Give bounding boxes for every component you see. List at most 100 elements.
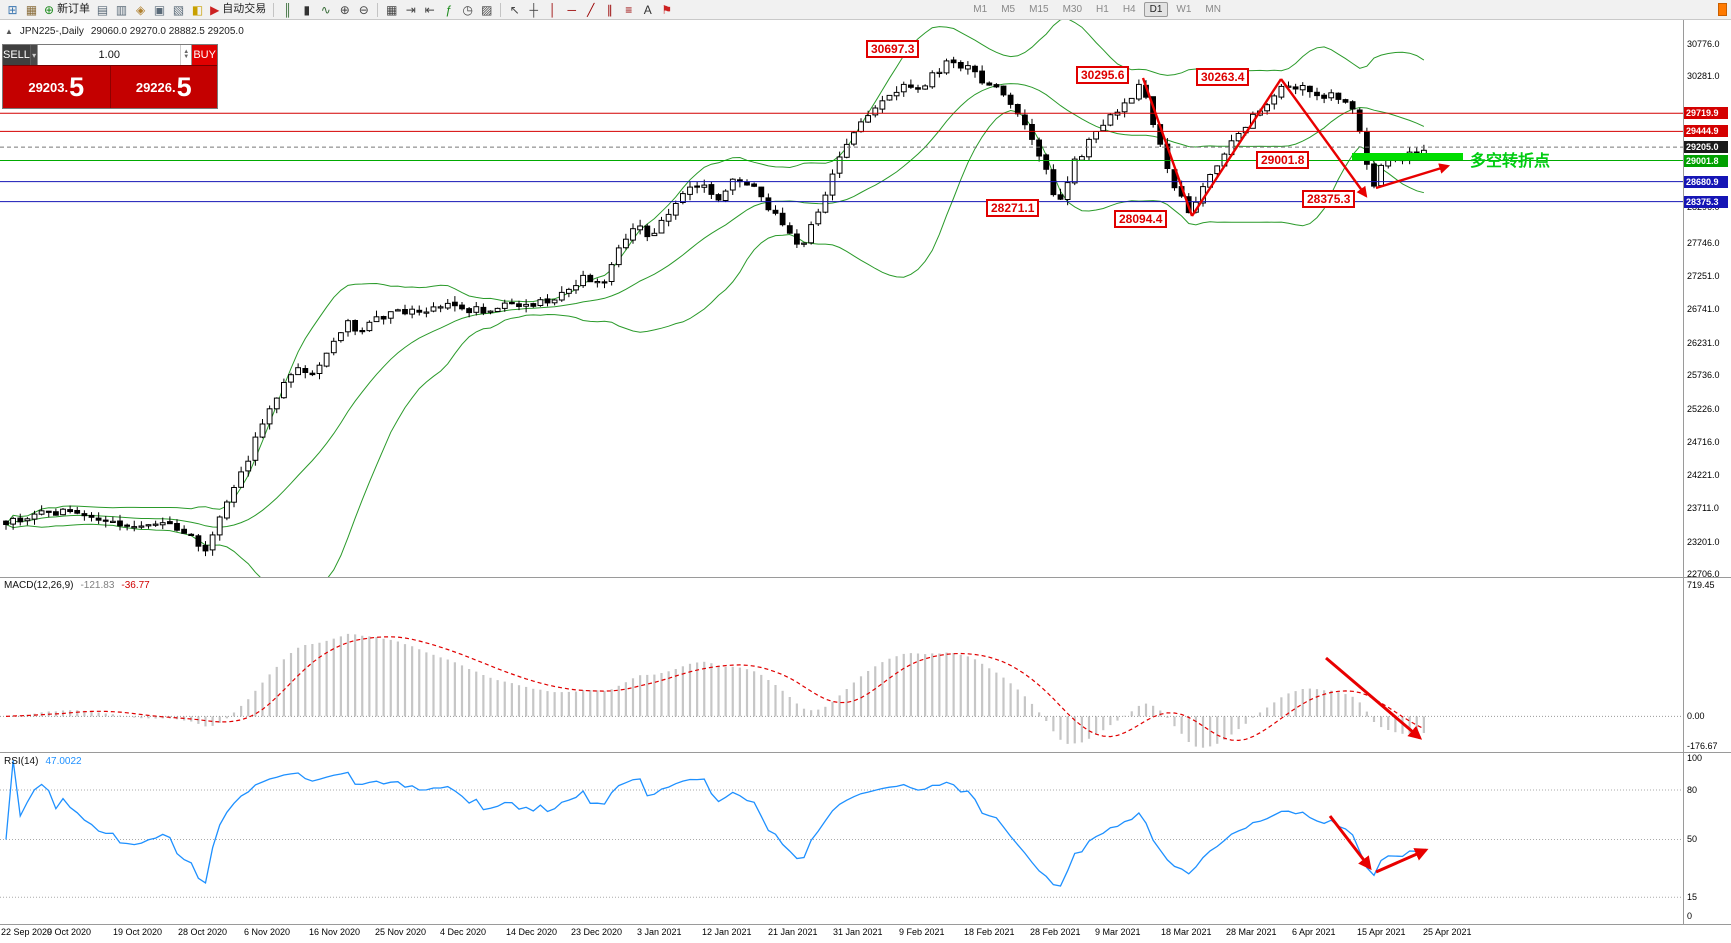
vertical-line-icon-glyph: │	[549, 2, 557, 17]
date-label: 21 Jan 2021	[768, 927, 818, 937]
macd-canvas[interactable]	[0, 578, 1683, 752]
price-annotation[interactable]: 28271.1	[986, 199, 1040, 217]
zoom-out-icon[interactable]: ⊖	[354, 1, 373, 18]
text-icon[interactable]: A	[638, 1, 657, 18]
sell-dropdown-icon[interactable]: ▾	[29, 45, 38, 65]
axis-price-chip: 28680.9	[1684, 175, 1728, 188]
macd-arrow-annotation[interactable]	[1325, 656, 1423, 740]
horizontal-line-objects[interactable]	[0, 112, 1683, 203]
macd-axis-label: 719.45	[1687, 580, 1715, 590]
price-annotation[interactable]: 30263.4	[1196, 68, 1250, 86]
volume-spinner[interactable]: ▲ ▼	[180, 45, 191, 65]
navigator-icon[interactable]: ◈	[131, 1, 150, 18]
market-watch-icon[interactable]: ▤	[93, 1, 112, 18]
vertical-line-icon[interactable]: │	[543, 1, 562, 18]
new-order-button-label: 新订单	[57, 3, 91, 15]
ohlc-values: 29060.0 29270.0 28882.5 29205.0	[90, 26, 244, 37]
spin-down-icon[interactable]: ▼	[183, 54, 190, 60]
arrows-icon[interactable]: ⚑	[657, 1, 676, 18]
buy-price-button[interactable]: 29226. 5	[109, 66, 218, 108]
cursor-icon[interactable]: ↖	[505, 1, 524, 18]
periods-icon[interactable]: ◷	[458, 1, 477, 18]
price-annotation[interactable]: 28094.4	[1114, 210, 1168, 228]
periods-icon-glyph: ◷	[462, 2, 474, 17]
rsi-panel-separator[interactable]	[0, 752, 1731, 753]
sell-button[interactable]: SELL	[3, 45, 30, 65]
timeframe-button-d1[interactable]: D1	[1143, 2, 1169, 17]
macd-panel-separator[interactable]	[0, 577, 1731, 578]
timeframe-button-mn[interactable]: MN	[1205, 4, 1221, 15]
axis-price-label: 26231.0	[1687, 337, 1720, 348]
metaeditor-icon[interactable]: ◧	[188, 1, 207, 18]
auto-trading-button[interactable]: ▶ 自动交易	[207, 1, 269, 18]
timeframe-button-m30[interactable]: M30	[1062, 4, 1083, 15]
indicators-icon[interactable]: ƒ	[439, 1, 458, 18]
horizontal-line-icon[interactable]: ─	[562, 1, 581, 18]
terminal-icon[interactable]: ▣	[150, 1, 169, 18]
top-right-badge[interactable]	[1718, 3, 1727, 16]
line-chart-icon[interactable]: ∿	[316, 1, 335, 18]
one-click-collapse-icon[interactable]: ▲	[5, 27, 13, 36]
symbol-title: JPN225-,Daily	[19, 26, 84, 37]
price-axis-separator	[1683, 20, 1684, 924]
timeframe-button-m1[interactable]: M1	[973, 4, 988, 15]
tile-windows-icon[interactable]: ▦	[382, 1, 401, 18]
candlestick-chart-icon[interactable]: ▮	[297, 1, 316, 18]
timeframe-button-h1[interactable]: H1	[1096, 4, 1109, 15]
buy-button[interactable]: BUY	[192, 45, 217, 65]
rsi-canvas[interactable]	[0, 753, 1683, 924]
profiles-icon[interactable]: ▦	[22, 1, 41, 18]
fibonacci-icon[interactable]: ≡	[619, 1, 638, 18]
trendline-icon[interactable]: ╱	[581, 1, 600, 18]
main-toolbar: ⊞ ▦ ⊕ 新订单 ▤ ▥ ◈ ▣ ▧ ◧ ▶ 自动交易 ║ ▮ ∿ ⊕ ⊖ ▦ ⇥ ⇤ ƒ ◷ ▨ ↖ ┼ │ ─ ╱ ∥ ≡ A ⚑ M1 M…	[0, 0, 1731, 20]
rsi-arrow-annotation[interactable]	[1375, 848, 1429, 874]
macd-name: MACD(12,26,9)	[4, 580, 74, 591]
timeframe-button-m15[interactable]: M15	[1029, 4, 1049, 15]
buy-price: 29226.	[135, 79, 176, 95]
date-label: 9 Oct 2020	[47, 927, 92, 937]
trendline-objects[interactable]	[1141, 77, 1451, 217]
timeframe-button-w1[interactable]: W1	[1176, 4, 1192, 15]
axis-price-label: 30776.0	[1687, 38, 1720, 49]
price-annotation[interactable]: 30295.6	[1076, 66, 1130, 84]
date-label: 25 Apr 2021	[1423, 927, 1472, 937]
chart-shift-icon[interactable]: ⇤	[420, 1, 439, 18]
volume-input[interactable]	[38, 45, 181, 65]
data-window-icon[interactable]: ▥	[112, 1, 131, 18]
date-label: 28 Feb 2021	[1030, 927, 1081, 937]
buy-price-pip: 5	[176, 71, 192, 102]
axis-price-label: 23201.0	[1687, 536, 1720, 547]
crosshair-icon[interactable]: ┼	[524, 1, 543, 18]
new-chart-icon[interactable]: ⊞	[3, 1, 22, 18]
symbol-info: ▲ JPN225-,Daily 29060.0 29270.0 28882.5 …	[5, 26, 244, 37]
rsi-arrow-annotation[interactable]	[1328, 815, 1372, 871]
timeframe-button-m5[interactable]: M5	[1001, 4, 1016, 15]
market-watch-icon-glyph: ▤	[96, 2, 109, 17]
equidistant-channel-icon[interactable]: ∥	[600, 1, 619, 18]
price-annotation[interactable]: 29001.8	[1256, 151, 1310, 169]
date-label: 6 Apr 2021	[1292, 927, 1336, 937]
price-annotation[interactable]: 28375.3	[1302, 190, 1356, 208]
price-chart-canvas[interactable]	[0, 20, 1683, 577]
strategy-tester-icon-glyph: ▧	[172, 2, 185, 17]
bar-chart-icon[interactable]: ║	[278, 1, 297, 18]
sell-price-button[interactable]: 29203. 5	[3, 66, 110, 108]
timeframe-button-h4[interactable]: H4	[1122, 4, 1136, 15]
axis-price-label: 23711.0	[1687, 503, 1719, 514]
spin-up-icon[interactable]: ▲	[183, 49, 190, 55]
horizontal-line-icon-glyph: ─	[567, 2, 577, 17]
turning-point-bar[interactable]	[1352, 153, 1463, 160]
price-annotation[interactable]: 30697.3	[866, 40, 920, 58]
bollinger-bands	[5, 20, 1425, 577]
new-order-button[interactable]: ⊕ 新订单	[41, 1, 93, 18]
axis-price-label: 27746.0	[1687, 238, 1720, 248]
auto-scroll-icon[interactable]: ⇥	[401, 1, 420, 18]
axis-price-label: 24221.0	[1687, 469, 1720, 480]
strategy-tester-icon[interactable]: ▧	[169, 1, 188, 18]
zoom-in-icon[interactable]: ⊕	[335, 1, 354, 18]
axis-price-chip: 29001.8	[1684, 154, 1728, 167]
macd-signal-line	[5, 636, 1425, 742]
templates-icon[interactable]: ▨	[477, 1, 496, 18]
date-label: 18 Mar 2021	[1161, 927, 1212, 937]
